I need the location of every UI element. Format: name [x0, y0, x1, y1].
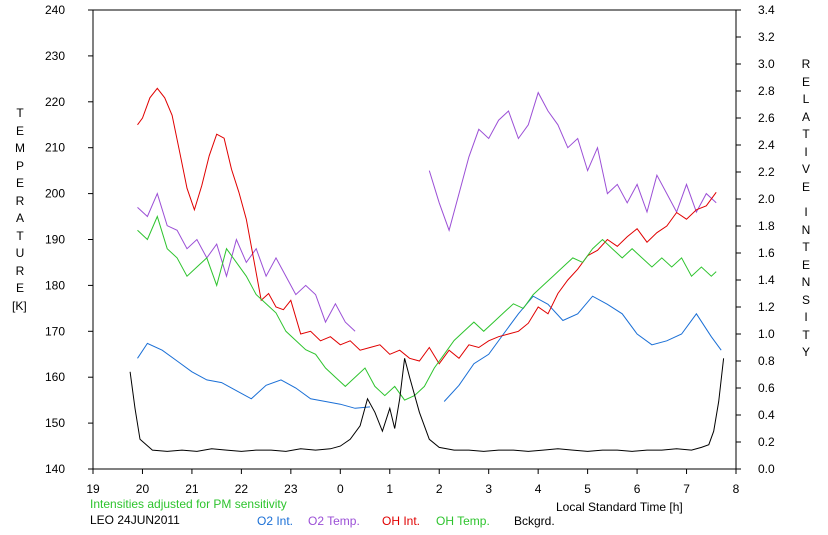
legend-oh-int: OH Int.	[382, 514, 421, 528]
x-axis: 19 20 21 22 23 0 1 2 3 4 5 6 7 8	[86, 469, 740, 496]
legend-oh-temp: OH Temp.	[436, 514, 490, 528]
x-tick-label: 7	[683, 482, 690, 496]
x-tick-label: 23	[284, 482, 298, 496]
left-axis-label-letter: A	[15, 211, 24, 225]
left-axis-label-letter: P	[15, 158, 24, 173]
y-left-tick-label: 160	[45, 370, 65, 384]
x-tick-label: 5	[584, 482, 591, 496]
y-right-tick-label: 1.8	[758, 219, 775, 233]
y-left-tick-label: 150	[45, 416, 65, 430]
left-axis-label-letter: E	[15, 176, 24, 190]
x-tick-label: 1	[386, 482, 393, 496]
x-axis-label: Local Standard Time [h]	[556, 500, 683, 514]
y-left-tick-label: 180	[45, 278, 65, 292]
x-tick-label: 19	[86, 482, 100, 496]
series-layer	[129, 87, 725, 452]
y-right-tick-label: 1.4	[758, 273, 775, 287]
y-right-tick-label: 0.0	[758, 462, 775, 476]
y-left-tick-label: 230	[45, 49, 65, 63]
x-tick-label: 3	[485, 482, 492, 496]
y-left-tick-label: 190	[45, 233, 65, 247]
right-axis-label-intensity-letter: Y	[801, 345, 810, 359]
x-tick-label: 4	[535, 482, 542, 496]
y-right-tick-label: 3.4	[758, 3, 775, 17]
right-axis-label-intensity-letter: N	[801, 275, 811, 289]
y-axis-right: 0.0 0.2 0.4 0.6 0.8 1.0 1.2 1.4 1.6 1.8 2.0 2.2 2.4 2…	[736, 3, 775, 476]
right-axis-label-relative-letter: E	[801, 74, 810, 89]
right-axis-label-intensity-letter: E	[801, 257, 810, 272]
x-tick-label: 6	[634, 482, 641, 496]
series-line-oh-temp	[137, 215, 717, 401]
y-right-tick-label: 2.0	[758, 192, 775, 206]
right-axis-label-relative-letter: I	[804, 144, 808, 159]
left-axis-label-letter: E	[15, 281, 24, 295]
right-axis-label-relative-letter: L	[802, 92, 810, 106]
y-right-tick-label: 2.6	[758, 111, 775, 125]
x-tick-label: 21	[185, 482, 199, 496]
plot-frame	[92, 9, 737, 470]
series-line-bckgrd	[129, 358, 725, 452]
left-axis-label-letter: E	[15, 123, 24, 138]
y-left-tick-label: 240	[45, 3, 65, 17]
x-tick-label: 20	[136, 482, 150, 496]
y-right-tick-label: 2.4	[758, 138, 775, 152]
right-axis-label-intensity-letter: N	[801, 222, 811, 237]
right-axis-label-relative-letter: T	[802, 127, 810, 141]
left-axis-unit: [K]	[12, 299, 27, 313]
x-tick-label: 22	[235, 482, 249, 496]
x-tick-label: 2	[436, 482, 443, 496]
right-axis-label-intensity-letter: I	[804, 310, 808, 324]
left-axis-label-letter: U	[15, 246, 25, 260]
right-axis-label-intensity-letter: T	[802, 240, 810, 254]
y-right-tick-label: 0.2	[758, 435, 775, 449]
y-right-tick-label: 1.0	[758, 327, 775, 341]
y-right-tick-label: 2.2	[758, 165, 775, 179]
series-line-oh-int	[137, 87, 717, 365]
y-left-tick-label: 210	[45, 141, 65, 155]
right-axis-label-relative-letter: V	[801, 162, 810, 176]
right-axis-label-relative-letter: E	[801, 179, 810, 194]
y-right-tick-label: 0.4	[758, 408, 775, 422]
right-axis-label-intensity-letter: S	[801, 292, 810, 307]
left-axis-label-letter: M	[15, 141, 25, 155]
y-right-tick-label: 0.6	[758, 381, 775, 395]
y-right-tick-label: 2.8	[758, 84, 775, 98]
right-axis-label-intensity-letter: T	[802, 327, 810, 342]
y-right-tick-label: 0.8	[758, 354, 775, 368]
x-tick-label: 8	[733, 482, 740, 496]
right-axis-label-relative-letter: A	[801, 109, 810, 124]
series-line-o2-int	[137, 295, 722, 409]
y-left-tick-label: 140	[45, 462, 65, 476]
y-axis-left: 140 150 160 170 180 190 200 210 220 230 240	[45, 3, 93, 476]
left-axis-label-letter: T	[16, 106, 24, 120]
legend-o2-int: O2 Int.	[257, 514, 294, 528]
y-left-tick-label: 200	[45, 187, 65, 201]
right-axis-label-relative-letter: R	[801, 57, 811, 71]
y-left-tick-label: 170	[45, 324, 65, 338]
series-line-o2-temp	[137, 91, 717, 332]
y-right-tick-label: 3.2	[758, 30, 775, 44]
y-left-tick-label: 220	[45, 95, 65, 109]
legend-o2-temp: O2 Temp.	[308, 514, 360, 528]
legend-bckgrd: Bckgrd.	[514, 514, 555, 528]
sensitivity-note: Intensities adjusted for PM sensitivity	[90, 497, 287, 511]
y-right-tick-label: 1.2	[758, 300, 775, 314]
left-axis-label-letter: T	[16, 228, 24, 243]
site-date: LEO 24JUN2011	[90, 513, 180, 527]
right-axis-label-intensity-letter: I	[804, 205, 808, 219]
y-right-tick-label: 3.0	[758, 57, 775, 71]
y-right-tick-label: 1.6	[758, 246, 775, 260]
left-axis-label-letter: R	[15, 263, 25, 278]
x-tick-label: 0	[337, 482, 344, 496]
left-axis-label-letter: R	[15, 193, 25, 208]
